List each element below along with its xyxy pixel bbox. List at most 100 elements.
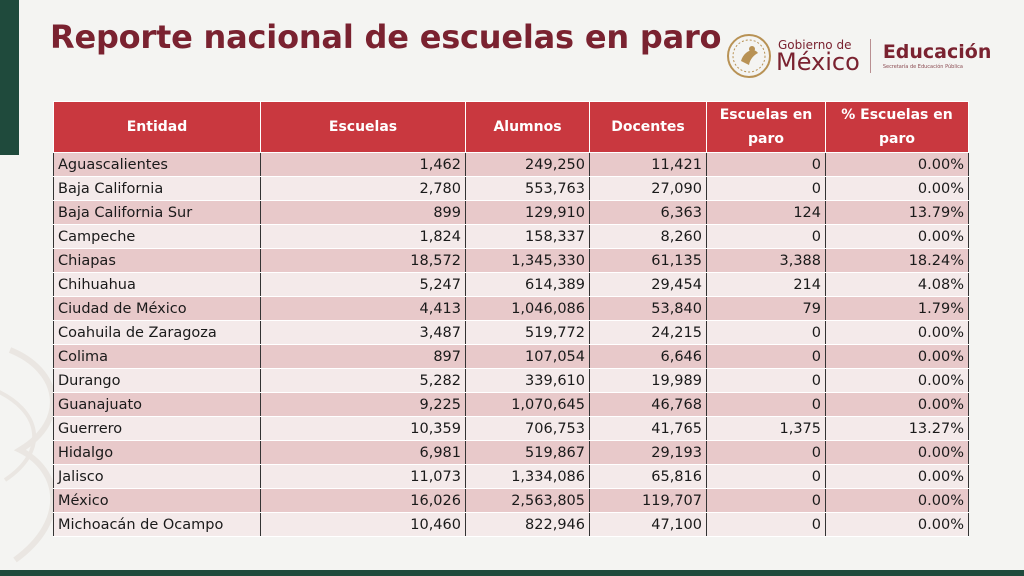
cell-docentes: 65,816 <box>589 464 707 489</box>
brand-divider <box>869 39 871 73</box>
cell-alumnos: 1,046,086 <box>465 296 590 321</box>
cell-entidad: Guerrero <box>53 416 261 441</box>
table-row: Campeche 1,824 158,337 8,260 0 0.00% <box>53 224 969 249</box>
cell-entidad: Coahuila de Zaragoza <box>53 320 261 345</box>
cell-docentes: 119,707 <box>589 488 707 513</box>
table-row: Hidalgo 6,981 519,867 29,193 0 0.00% <box>53 440 969 465</box>
cell-entidad: Michoacán de Ocampo <box>53 512 261 537</box>
cell-docentes: 19,989 <box>589 368 707 393</box>
table-header: Entidad Escuelas Alumnos Docentes Escuel… <box>53 101 969 153</box>
cell-docentes: 29,454 <box>589 272 707 297</box>
cell-escuelas-en-paro: 0 <box>706 224 826 249</box>
cell-docentes: 24,215 <box>589 320 707 345</box>
column-header-escuelas-en-paro: Escuelas en paro <box>706 101 826 153</box>
cell-entidad: Chiapas <box>53 248 261 273</box>
cell-escuelas-en-paro: 0 <box>706 368 826 393</box>
cell-escuelas: 899 <box>260 200 466 225</box>
table-row: Coahuila de Zaragoza 3,487 519,772 24,215 0 0… <box>53 320 969 345</box>
cell-porcentaje-en-paro: 0.00% <box>825 176 969 201</box>
column-header-alumnos: Alumnos <box>465 101 590 153</box>
cell-escuelas: 11,073 <box>260 464 466 489</box>
cell-entidad: Campeche <box>53 224 261 249</box>
cell-porcentaje-en-paro: 13.27% <box>825 416 969 441</box>
table-row: México 16,026 2,563,805 119,707 0 0.00% <box>53 488 969 513</box>
column-header-docentes: Docentes <box>589 101 707 153</box>
cell-escuelas-en-paro: 124 <box>706 200 826 225</box>
cell-escuelas: 2,780 <box>260 176 466 201</box>
cell-entidad: Jalisco <box>53 464 261 489</box>
cell-porcentaje-en-paro: 0.00% <box>825 224 969 249</box>
cell-docentes: 46,768 <box>589 392 707 417</box>
cell-alumnos: 2,563,805 <box>465 488 590 513</box>
education-subtitle: Secretaría de Educación Pública <box>882 63 963 70</box>
cell-alumnos: 1,334,086 <box>465 464 590 489</box>
schools-strike-table: Entidad Escuelas Alumnos Docentes Escuel… <box>53 101 969 537</box>
table-row: Guanajuato 9,225 1,070,645 46,768 0 0.00% <box>53 392 969 417</box>
table-header-row: Entidad Escuelas Alumnos Docentes Escuel… <box>53 101 969 153</box>
cell-alumnos: 339,610 <box>465 368 590 393</box>
cell-alumnos: 158,337 <box>465 224 590 249</box>
cell-escuelas-en-paro: 3,388 <box>706 248 826 273</box>
page-title: Reporte nacional de escuelas en paro <box>50 18 722 56</box>
cell-docentes: 47,100 <box>589 512 707 537</box>
cell-porcentaje-en-paro: 0.00% <box>825 392 969 417</box>
cell-escuelas: 1,824 <box>260 224 466 249</box>
bottom-accent-bar <box>0 570 1024 576</box>
gobierno-small-text: Gobierno de <box>778 37 852 52</box>
left-accent-bar <box>0 0 19 155</box>
cell-entidad: Colima <box>53 344 261 369</box>
column-header-entidad: Entidad <box>53 101 261 153</box>
cell-docentes: 6,646 <box>589 344 707 369</box>
cell-escuelas: 4,413 <box>260 296 466 321</box>
table-row: Chiapas 18,572 1,345,330 61,135 3,388 18.24% <box>53 248 969 273</box>
cell-porcentaje-en-paro: 0.00% <box>825 152 969 177</box>
cell-porcentaje-en-paro: 13.79% <box>825 200 969 225</box>
cell-escuelas: 5,282 <box>260 368 466 393</box>
education-logo-text: Educación Secretaría de Educación Públic… <box>882 42 992 70</box>
cell-escuelas: 1,462 <box>260 152 466 177</box>
cell-porcentaje-en-paro: 18.24% <box>825 248 969 273</box>
cell-alumnos: 249,250 <box>465 152 590 177</box>
cell-porcentaje-en-paro: 0.00% <box>825 512 969 537</box>
cell-entidad: Baja California Sur <box>53 200 261 225</box>
cell-alumnos: 822,946 <box>465 512 590 537</box>
cell-entidad: Hidalgo <box>53 440 261 465</box>
cell-escuelas-en-paro: 0 <box>706 392 826 417</box>
cell-entidad: México <box>53 488 261 513</box>
cell-porcentaje-en-paro: 0.00% <box>825 344 969 369</box>
table-row: Michoacán de Ocampo 10,460 822,946 47,100 0 0… <box>53 512 969 537</box>
table-row: Chihuahua 5,247 614,389 29,454 214 4.08% <box>53 272 969 297</box>
cell-escuelas-en-paro: 0 <box>706 464 826 489</box>
cell-docentes: 8,260 <box>589 224 707 249</box>
cell-escuelas-en-paro: 0 <box>706 488 826 513</box>
cell-escuelas-en-paro: 0 <box>706 344 826 369</box>
cell-docentes: 6,363 <box>589 200 707 225</box>
table-row: Guerrero 10,359 706,753 41,765 1,375 13.27% <box>53 416 969 441</box>
cell-docentes: 41,765 <box>589 416 707 441</box>
cell-entidad: Guanajuato <box>53 392 261 417</box>
cell-escuelas: 10,460 <box>260 512 466 537</box>
cell-docentes: 29,193 <box>589 440 707 465</box>
cell-entidad: Ciudad de México <box>53 296 261 321</box>
cell-alumnos: 553,763 <box>465 176 590 201</box>
cell-alumnos: 107,054 <box>465 344 590 369</box>
cell-docentes: 53,840 <box>589 296 707 321</box>
cell-porcentaje-en-paro: 0.00% <box>825 368 969 393</box>
government-branding: Gobierno de México Educación Secretaría … <box>726 30 991 82</box>
cell-escuelas: 16,026 <box>260 488 466 513</box>
cell-entidad: Chihuahua <box>53 272 261 297</box>
cell-entidad: Baja California <box>53 176 261 201</box>
cell-docentes: 27,090 <box>589 176 707 201</box>
column-header-escuelas: Escuelas <box>260 101 466 153</box>
cell-escuelas-en-paro: 214 <box>706 272 826 297</box>
cell-porcentaje-en-paro: 0.00% <box>825 440 969 465</box>
table-row: Jalisco 11,073 1,334,086 65,816 0 0.00% <box>53 464 969 489</box>
cell-entidad: Durango <box>53 368 261 393</box>
cell-escuelas-en-paro: 0 <box>706 440 826 465</box>
cell-escuelas: 897 <box>260 344 466 369</box>
table-row: Ciudad de México 4,413 1,046,086 53,840 79 1.… <box>53 296 969 321</box>
cell-docentes: 11,421 <box>589 152 707 177</box>
national-seal-icon <box>727 34 771 78</box>
cell-porcentaje-en-paro: 0.00% <box>825 464 969 489</box>
cell-docentes: 61,135 <box>589 248 707 273</box>
